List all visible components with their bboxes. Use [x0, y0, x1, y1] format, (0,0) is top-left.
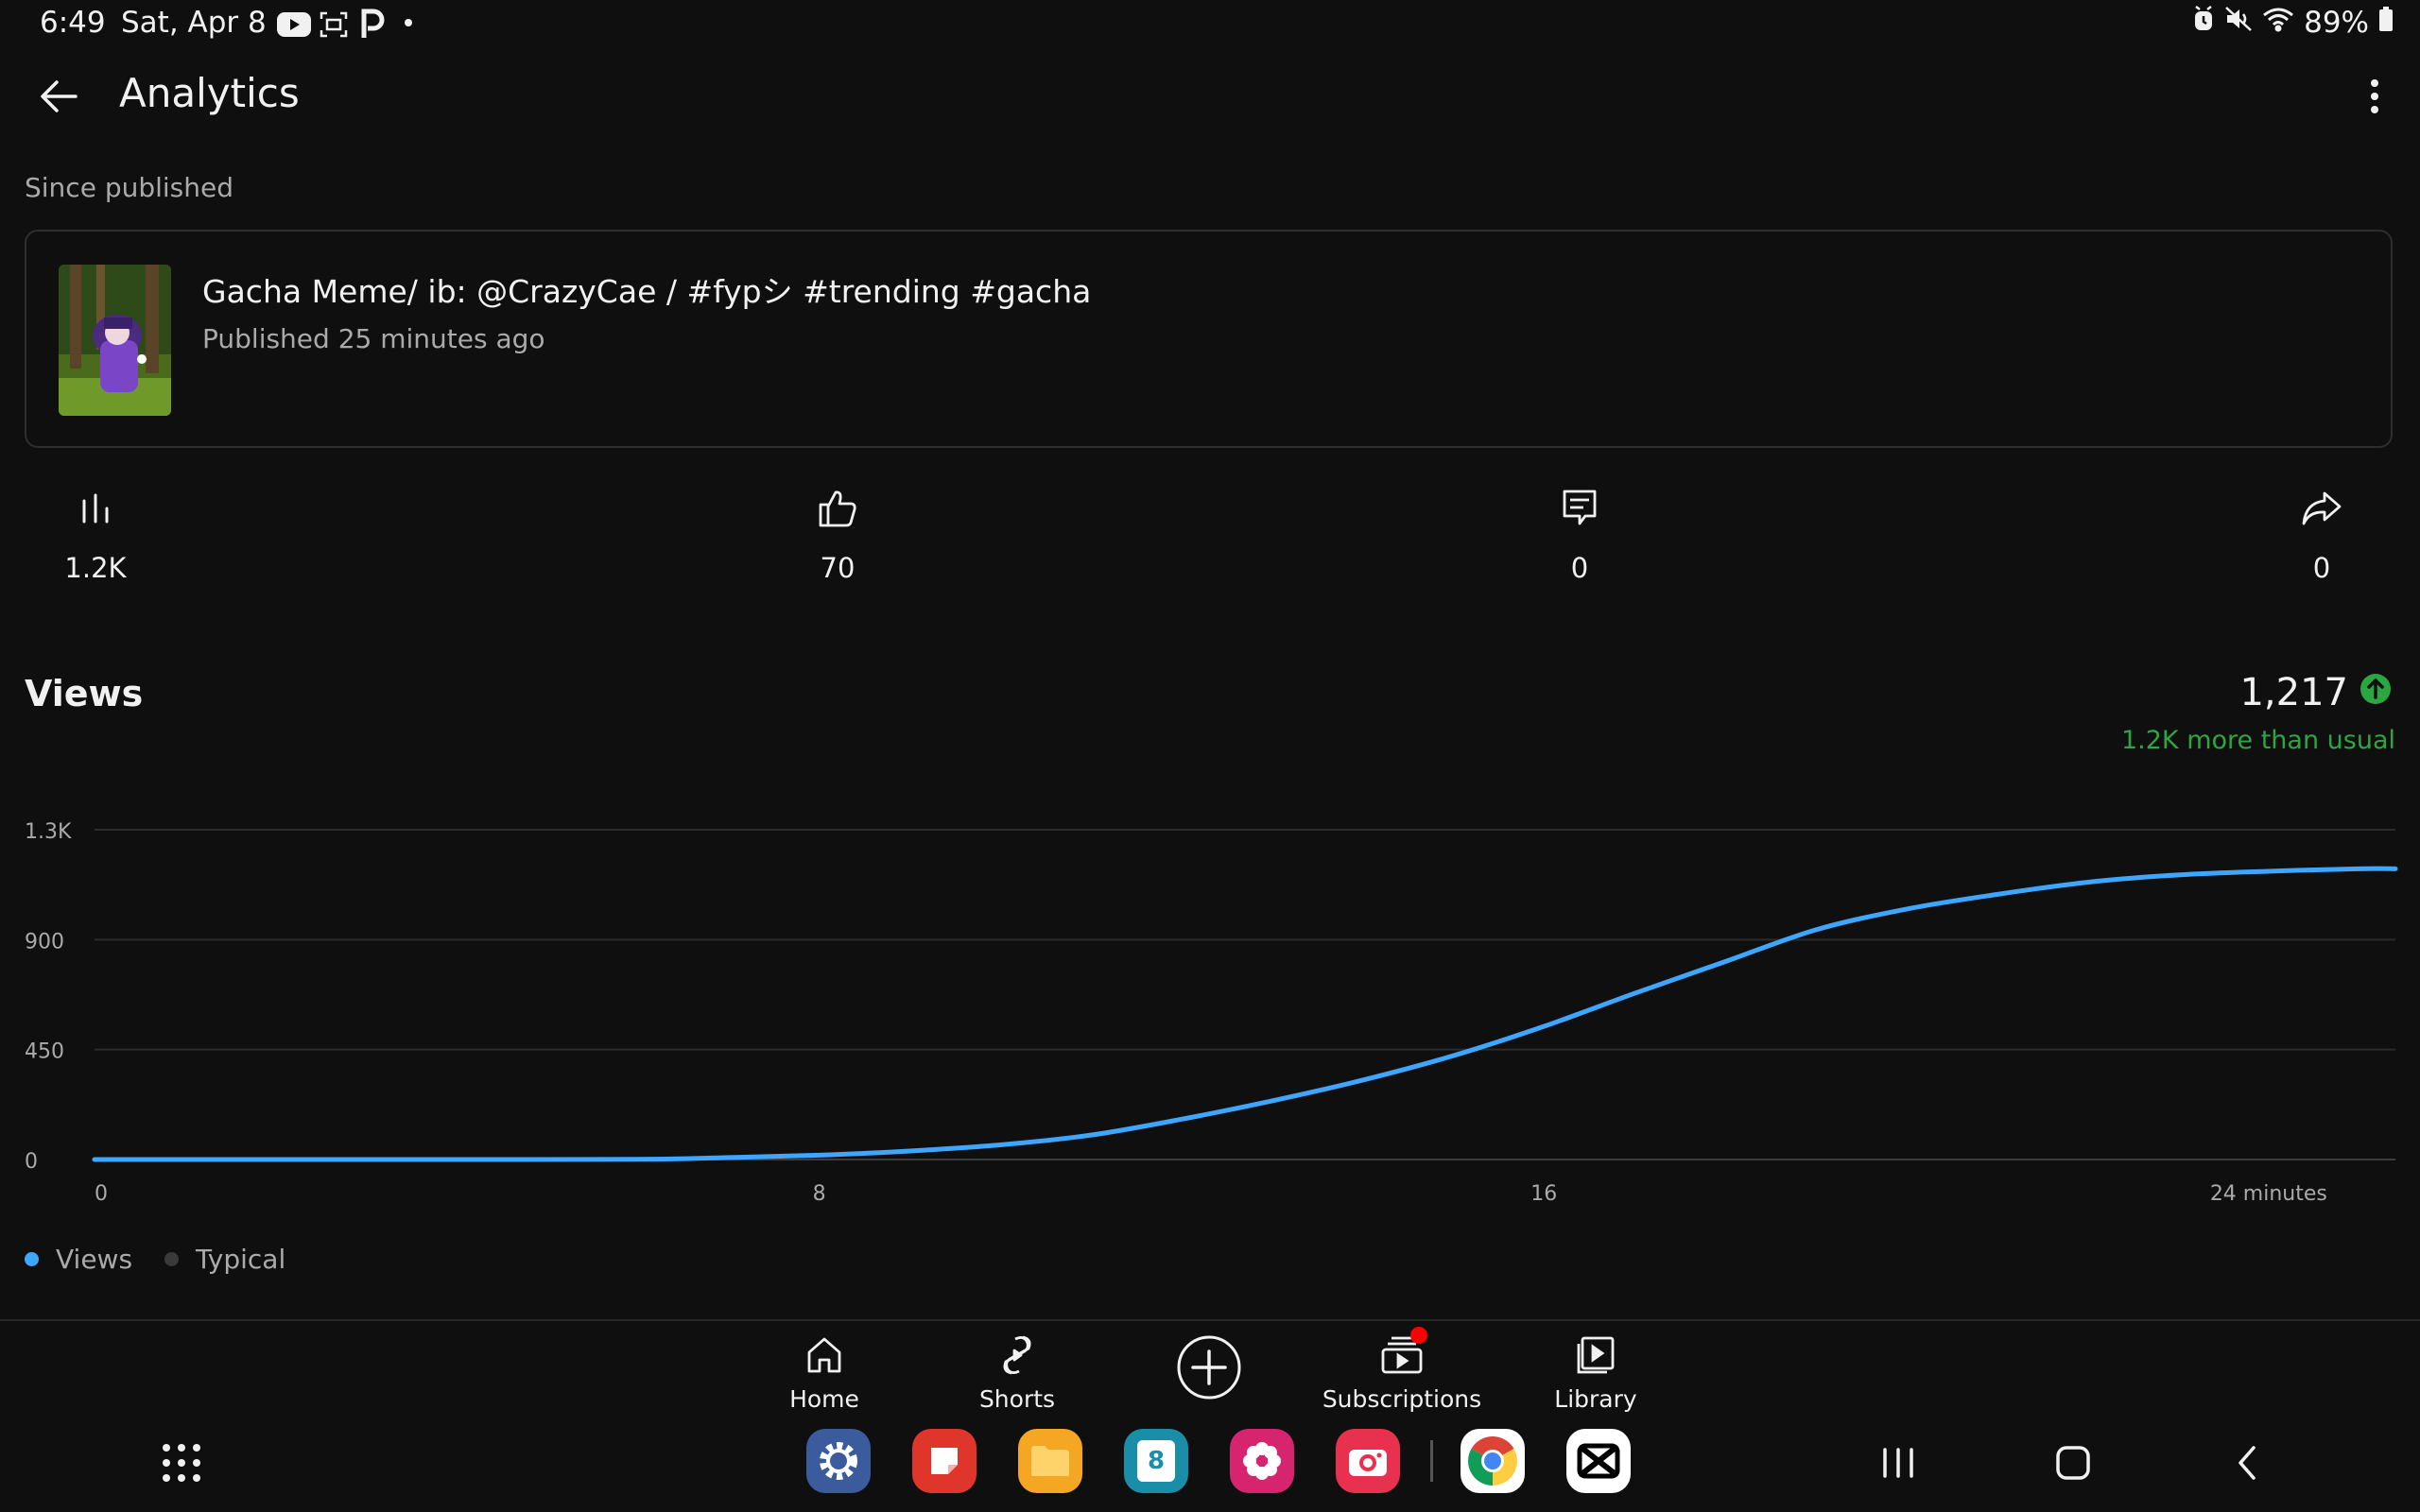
back-system-button[interactable] [2219, 1436, 2275, 1489]
grid-dots-icon [163, 1444, 200, 1482]
camera-app-icon[interactable] [1336, 1429, 1400, 1493]
taskbar-separator [1430, 1440, 1433, 1482]
nav-shorts-label: Shorts [978, 1385, 1056, 1413]
chart-x-tick-label: 8 [813, 1182, 826, 1206]
app-drawer-button[interactable] [159, 1440, 204, 1486]
chart-y-tick-label: 1.3K [25, 820, 72, 844]
battery-percent: 89% [2304, 6, 2369, 40]
capcut-icon [1577, 1443, 1620, 1479]
nav-subscriptions[interactable]: Subscriptions [1317, 1327, 1487, 1413]
back-button[interactable] [34, 72, 83, 121]
status-date: Sat, Apr 8 [121, 6, 267, 40]
views-comparison: 1.2K more than usual [2120, 726, 2395, 755]
chart-y-tick-label: 900 [25, 930, 64, 954]
shares-count: 0 [2312, 552, 2331, 584]
legend-views-swatch [25, 1252, 39, 1266]
chart-y-tick-label: 450 [25, 1040, 64, 1064]
home-system-button[interactable] [2045, 1436, 2101, 1489]
views-count: 1.2K [64, 552, 127, 584]
status-right: 89% [2192, 6, 2394, 40]
video-published-time: Published 25 minutes ago [202, 323, 545, 354]
legend-typical[interactable]: Typical [164, 1244, 285, 1275]
comment-icon [1561, 484, 1599, 533]
calendar-app-icon[interactable]: 8 [1124, 1429, 1188, 1493]
views-heading: Views [25, 673, 144, 714]
youtube-notification-icon [276, 11, 312, 42]
calendar-day: 8 [1137, 1440, 1175, 1482]
page-title: Analytics [119, 70, 300, 116]
recent-apps-button[interactable] [1870, 1436, 1927, 1489]
nav-divider [0, 1319, 2420, 1321]
nav-library-label: Library [1554, 1385, 1637, 1413]
settings-app-icon[interactable] [806, 1429, 871, 1493]
gear-icon [820, 1442, 857, 1480]
legend-typical-swatch [164, 1252, 180, 1266]
thumbs-up-icon [817, 484, 858, 533]
subscriptions-icon [1380, 1327, 1427, 1380]
capcut-app-icon[interactable] [1566, 1429, 1631, 1493]
wifi-icon [2262, 6, 2294, 40]
chrome-app-icon[interactable] [1461, 1429, 1525, 1493]
library-icon [1575, 1331, 1616, 1380]
legend-typical-label: Typical [196, 1244, 286, 1275]
legend-views[interactable]: Views [25, 1244, 132, 1275]
files-app-icon[interactable] [1018, 1429, 1082, 1493]
nav-library[interactable]: Library [1511, 1329, 1681, 1413]
square-home-icon [2056, 1446, 2090, 1480]
create-button[interactable] [1176, 1334, 1242, 1400]
video-title: Gacha Meme/ ib: @CrazyCae / #fypシ #trend… [202, 273, 1092, 310]
arrow-up-circle-icon [2360, 671, 2392, 714]
likes-stat: 70 [743, 484, 932, 584]
camera-icon [1349, 1450, 1387, 1476]
share-icon [2300, 484, 2343, 533]
nav-subscriptions-label: Subscriptions [1322, 1385, 1482, 1413]
home-icon [804, 1331, 844, 1380]
notes-app-icon[interactable] [912, 1429, 977, 1493]
chart-x-tick-label: 24 minutes [2210, 1182, 2327, 1206]
nav-home[interactable]: Home [739, 1329, 909, 1413]
mute-icon [2224, 6, 2253, 40]
views-stat: 1.2K [1, 484, 190, 584]
video-card[interactable] [25, 230, 2393, 448]
since-published-label: Since published [25, 172, 234, 203]
views-total-value: 1,217 [2239, 671, 2348, 714]
note-icon [931, 1448, 958, 1474]
views-total: 1,217 [2239, 671, 2392, 714]
bar-chart-icon [77, 484, 114, 533]
shorts-icon [998, 1331, 1036, 1380]
views-line-chart: 0 450 900 1.3K 0 8 16 24 minutes [25, 820, 2398, 1206]
video-thumbnail[interactable] [59, 265, 171, 416]
likes-count: 70 [820, 552, 856, 584]
notification-badge [1410, 1327, 1427, 1344]
folder-icon [1031, 1446, 1069, 1476]
chrome-icon [1468, 1436, 1517, 1486]
comments-stat: 0 [1485, 484, 1674, 584]
chart-y-tick-label: 0 [25, 1150, 38, 1174]
arrow-left-icon [41, 80, 78, 112]
status-time: 6:49 [40, 6, 106, 40]
legend-views-label: Views [56, 1244, 133, 1275]
chart-x-tick-label: 0 [95, 1182, 108, 1206]
comments-count: 0 [1570, 552, 1589, 584]
chart-x-tick-label: 16 [1530, 1182, 1557, 1206]
nav-shorts[interactable]: Shorts [932, 1329, 1102, 1413]
chevron-left-icon [2238, 1446, 2256, 1480]
gallery-app-icon[interactable] [1230, 1429, 1294, 1493]
chart-legend: Views Typical [25, 1244, 318, 1275]
chart-series-views-line [92, 866, 2398, 1162]
kebab-menu-icon [2371, 79, 2378, 113]
shares-stat: 0 [2227, 484, 2416, 584]
screenshot-notification-icon [320, 11, 348, 42]
recents-icon [1883, 1448, 1913, 1478]
alarm-icon [2192, 6, 2215, 40]
plus-circle-icon [1177, 1335, 1241, 1400]
status-bar: 6:49 Sat, Apr 8 89% [0, 0, 2420, 49]
battery-icon [2378, 6, 2394, 40]
p-app-notification-icon [359, 8, 386, 43]
more-notifications-dot [405, 19, 412, 26]
flower-icon [1243, 1442, 1281, 1480]
nav-home-label: Home [789, 1385, 859, 1413]
more-options-button[interactable] [2350, 72, 2399, 121]
